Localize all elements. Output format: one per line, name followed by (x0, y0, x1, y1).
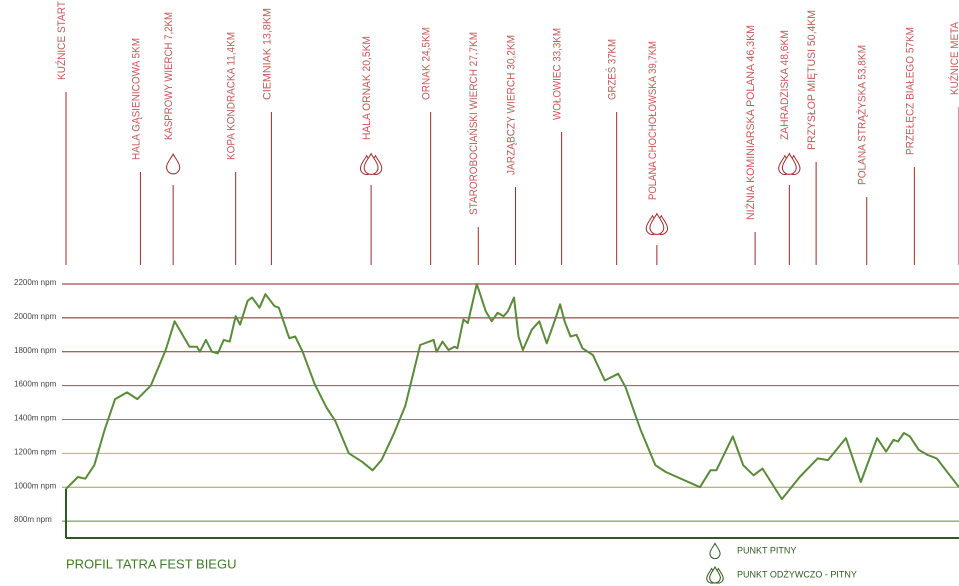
water-icon (166, 152, 181, 175)
waypoint-label: HALA GĄSIENICOWA 5KM (130, 38, 142, 160)
waypoint-label: KUŹNICE META (948, 21, 959, 95)
elevation-line (65, 283, 959, 501)
legend-label: PUNKT PITNY (737, 545, 796, 555)
waypoint-label: POLANA CHOCHOŁOWSKA 39,7KM (647, 41, 659, 200)
y-tick-label: 1000m npm (14, 481, 57, 490)
y-tick-label: 1200m npm (14, 447, 57, 456)
y-tick-label: 1800m npm (14, 346, 57, 355)
food-icon (709, 565, 721, 584)
waypoint-label: ORNAK 24,5KM (421, 27, 433, 100)
waypoint-label: POLANA STRĄŻYSKA 53,8KM (856, 45, 869, 185)
food-icon (363, 152, 379, 175)
chart-title: PROFIL TATRA FEST BIEGU (66, 556, 236, 571)
waypoint-label: JARZĄBCZY WIERCH 30,2KM (505, 35, 517, 175)
water-icon (709, 542, 721, 560)
waypoint-label: KASPROWY WIERCH 7,2KM (163, 12, 175, 140)
waypoint-label: GRZEŚ 37KM (606, 39, 619, 100)
food-icon (781, 152, 797, 175)
waypoint-label: CIEMNIAK 13,8KM (261, 8, 273, 100)
waypoint-label: STAROROBOCIAŃSKI WIERCH 27,7KM (467, 32, 480, 215)
waypoint-label: KOPA KONDRACKA 11,4KM (226, 32, 238, 160)
waypoint-label: KUŹNICE START (55, 1, 68, 80)
y-tick-label: 800m npm (14, 515, 52, 524)
waypoint-label: PRZEŁĘCZ BIAŁEGO 57KM (904, 27, 916, 155)
waypoint-label: ZAHRADZISKA 48,6KM (779, 30, 791, 140)
legend-label: PUNKT ODŻYWCZO - PITNY (737, 569, 857, 579)
waypoint-label: HALA ORNAK 20,5KM (361, 36, 373, 140)
y-tick-label: 2000m npm (14, 312, 57, 321)
y-tick-label: 1600m npm (14, 380, 57, 389)
waypoint-label: NIŻNIA KOMINIARSKA POLANA 46,3KM (744, 25, 757, 220)
waypoint-label: WOŁOWIEC 33,3KM (552, 28, 564, 120)
food-icon (649, 212, 665, 235)
y-tick-label: 2200m npm (14, 278, 57, 287)
waypoint-label: PRZYSŁOP MIĘTUSI 50,4KM (806, 10, 818, 150)
y-tick-label: 1400m npm (14, 414, 57, 423)
